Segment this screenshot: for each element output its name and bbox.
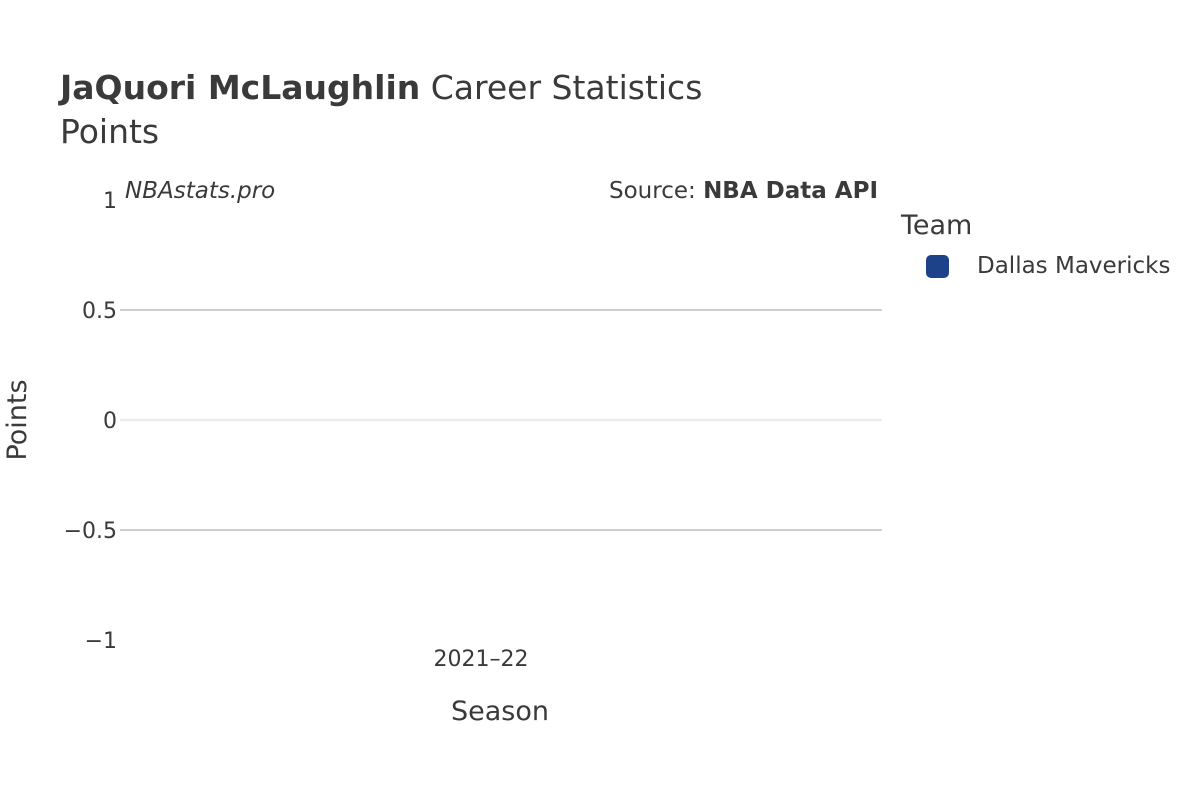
player-name: JaQuori McLaughlin [60,68,421,107]
y-tick-label: 0.5 [82,299,117,324]
y-tick-label: −1 [85,629,117,654]
source-credit: Source: NBA Data API [609,178,878,204]
y-tick-label: 1 [103,189,117,214]
legend-swatch [926,254,949,278]
grid-lines [120,309,882,531]
source-name: NBA Data API [703,178,878,204]
y-tick-label: 0 [103,409,117,434]
y-tick-labels: 1 0.5 0 −0.5 −1 [64,189,117,654]
y-axis-label: Points [2,379,33,460]
watermark: NBAstats.pro [125,178,276,204]
source-prefix: Source: [609,178,696,204]
y-tick-label: −0.5 [64,519,117,544]
legend-item-dallas-mavericks[interactable]: Dallas Mavericks [926,252,1170,280]
title-rest: Career Statistics [430,68,703,107]
chart-subtitle: Points [60,112,160,151]
x-tick-label: 2021–22 [434,647,529,672]
chart-title: JaQuori McLaughlin Career Statistics [60,66,702,110]
legend-label: Dallas Mavericks [977,253,1171,279]
x-axis-label: Season [451,696,549,727]
legend-title: Team [901,210,973,241]
x-tick-labels: 2021–22 [434,647,529,672]
